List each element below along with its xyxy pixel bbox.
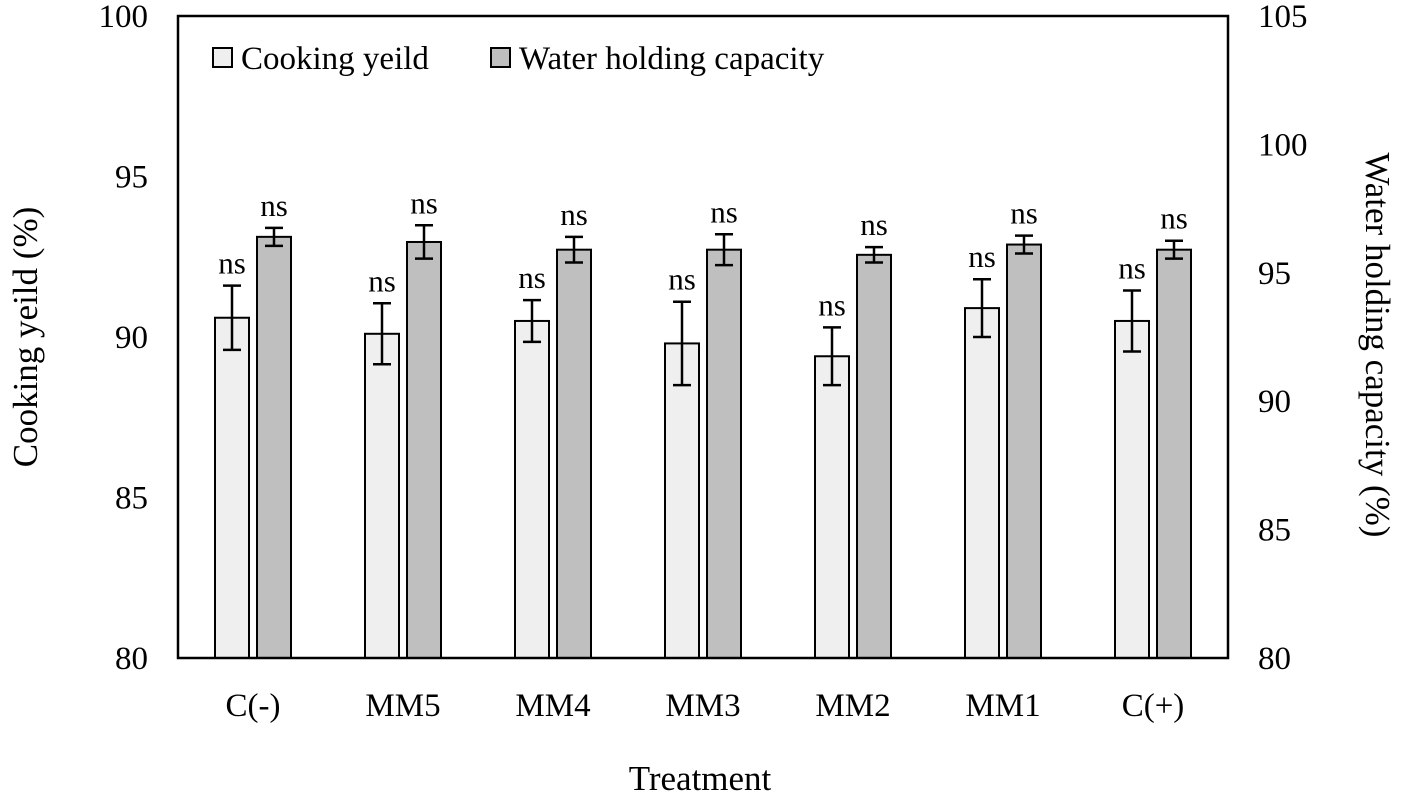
y-right-axis-title: Water holding capacity (%) [1358,153,1397,538]
significance-label: ns [668,262,696,297]
x-tick-label: MM4 [515,688,590,724]
y-left-tick-label: 100 [99,0,149,35]
x-axis-title: Treatment [629,759,772,798]
legend-label-0: Cooking yeild [241,41,429,77]
significance-label: ns [518,260,546,295]
x-tick-label: C(+) [1122,688,1185,724]
y-right-tick-label: 95 [1258,256,1291,292]
significance-label: ns [1118,250,1146,285]
bar-water-holding-3 [706,248,742,660]
x-tick-label: C(-) [226,688,281,724]
y-left-tick-label: 80 [115,641,148,677]
significance-label: ns [860,207,888,242]
significance-label: ns [560,197,588,232]
y-right-tick-label: 100 [1258,127,1308,163]
bar-cooking-yield-3 [664,342,700,659]
x-tick-label: MM3 [665,688,740,724]
bar-water-holding-2 [556,248,592,660]
bar-cooking-yield-2 [514,319,550,659]
bar-water-holding-0 [256,235,292,660]
y-right-tick-label: 80 [1258,641,1291,677]
significance-label: ns [260,188,288,223]
legend-swatch-0 [212,47,233,68]
bar-cooking-yield-4 [814,355,850,659]
bar-cooking-yield-0 [214,316,250,659]
x-tick-label: MM1 [965,688,1040,724]
axes-layer [176,14,1230,660]
y-left-tick-label: 90 [115,320,148,356]
significance-label: ns [710,194,738,229]
y-right-tick-label: 105 [1258,0,1308,35]
bar-water-holding-5 [1006,243,1042,659]
bar-cooking-yield-6 [1114,319,1150,659]
x-tick-label: MM2 [815,688,890,724]
significance-label: ns [968,239,996,274]
x-tick-label: MM5 [365,688,440,724]
bar-water-holding-6 [1156,248,1192,660]
y-right-tick-label: 85 [1258,513,1291,549]
plot-frame [176,14,1230,660]
legend-swatch-1 [490,47,511,68]
bar-water-holding-1 [406,240,442,659]
significance-label: ns [218,246,246,281]
significance-label: ns [410,185,438,220]
y-left-axis-title: Cooking yeild (%) [6,207,45,468]
significance-label: ns [1160,201,1188,236]
bar-water-holding-4 [856,253,892,659]
bar-cooking-yield-1 [364,332,400,659]
legend: Cooking yeild Water holding capacity [212,41,825,77]
legend-label-1: Water holding capacity [519,41,825,77]
significance-label: ns [368,263,396,298]
y-right-tick-label: 90 [1258,384,1291,420]
significance-label: ns [818,287,846,322]
bars-layer [214,224,1192,660]
bar-cooking-yield-5 [964,307,1000,659]
y-left-tick-label: 85 [115,481,148,517]
significance-label: ns [1010,196,1038,231]
y-left-tick-label: 95 [115,160,148,196]
